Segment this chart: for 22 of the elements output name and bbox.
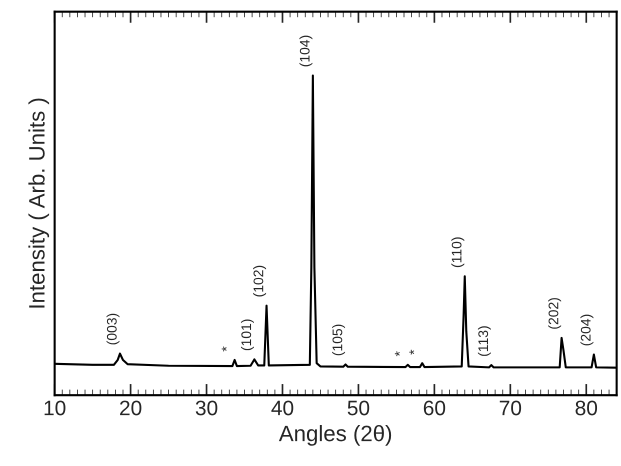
x-axis-title: Angles (2θ) — [278, 425, 392, 446]
annotation: (113) — [478, 326, 491, 356]
y-axis-title: Intensity ( Arb. Units ) — [28, 98, 50, 308]
x-tick-label: 70 — [500, 400, 522, 416]
annotation: * — [222, 346, 227, 352]
x-tick-label: 80 — [576, 400, 598, 416]
x-tick-label: 40 — [271, 400, 294, 416]
x-tick-label: 50 — [348, 400, 370, 416]
annotation: (204) — [580, 314, 594, 346]
annotation: (102) — [253, 266, 266, 296]
x-tick-label: 10 — [44, 400, 66, 416]
annotation: (202) — [548, 298, 562, 329]
annotation: (110) — [451, 237, 464, 268]
annotation: (003) — [106, 314, 120, 344]
x-tick-label: 60 — [424, 400, 446, 416]
annotation: * — [409, 350, 414, 355]
x-tick-label: 20 — [120, 400, 142, 416]
x-tick-label: 30 — [196, 400, 218, 416]
annotation: (101) — [240, 319, 254, 350]
annotation: (105) — [332, 324, 346, 356]
annotation: (104) — [299, 36, 312, 66]
annotation: * — [394, 351, 400, 356]
